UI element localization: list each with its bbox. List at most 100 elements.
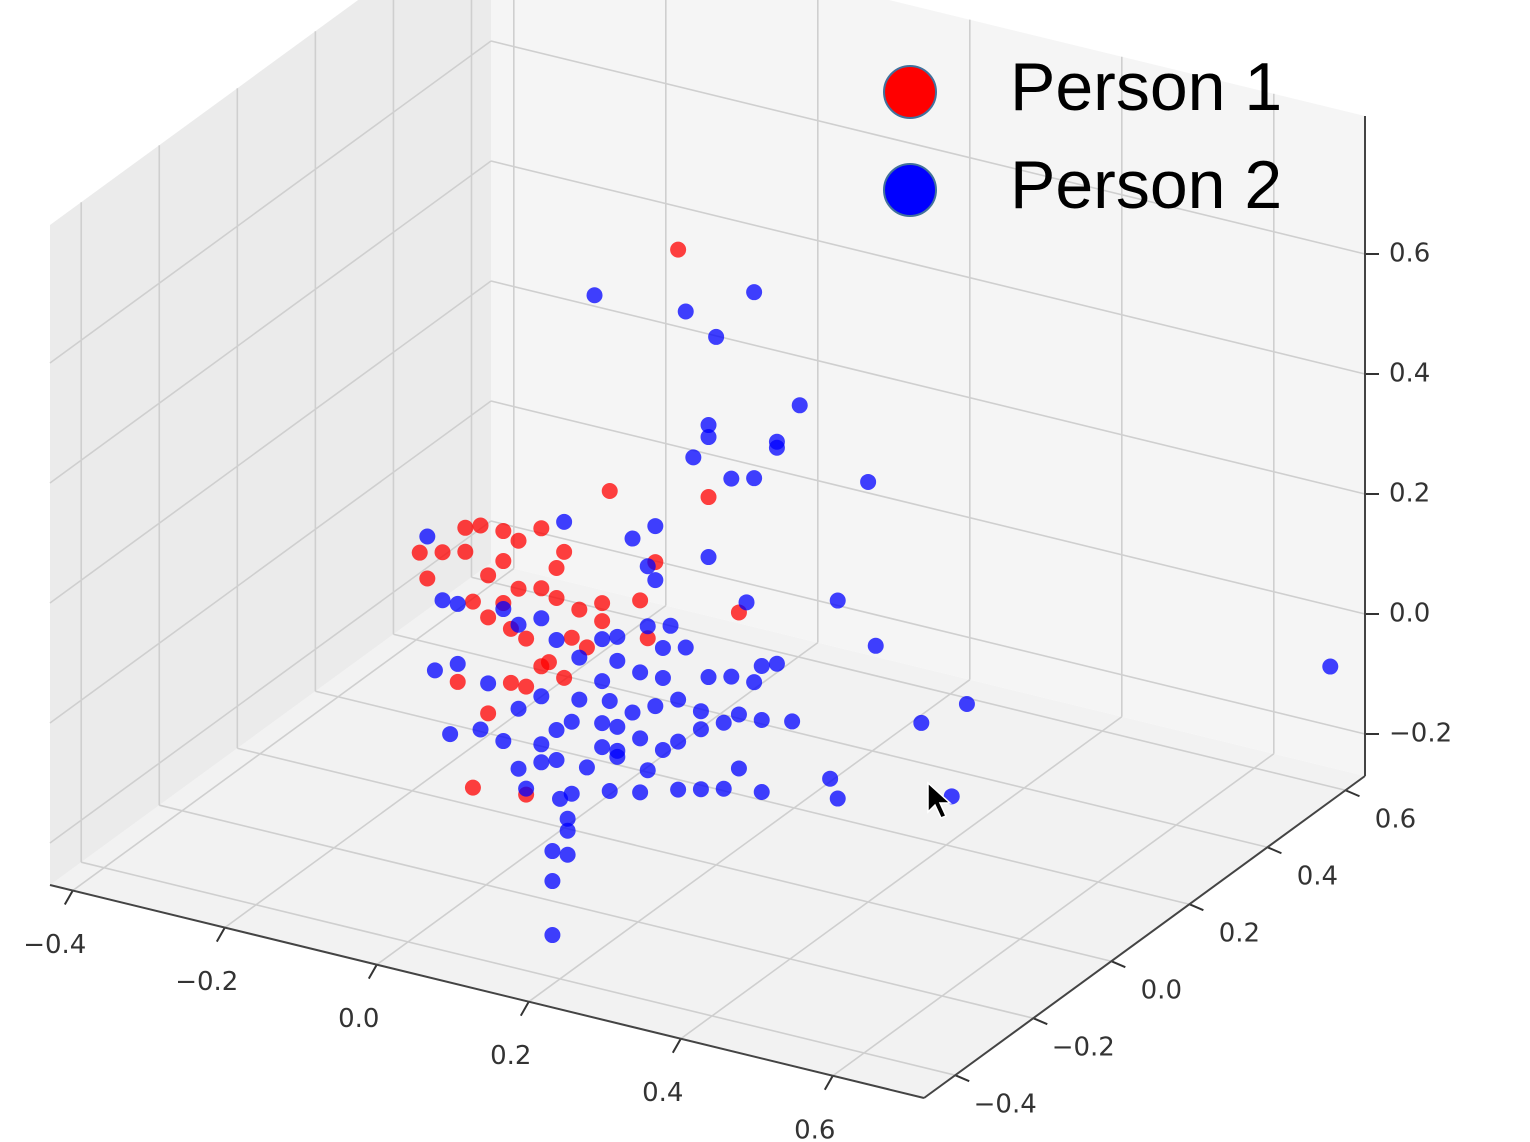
point (533, 610, 550, 627)
point (662, 617, 679, 634)
z-grid (49, 160, 1366, 484)
point (768, 655, 785, 672)
point (685, 449, 702, 466)
point (609, 742, 626, 759)
point (746, 674, 763, 691)
x-tick-label: 0.6 (794, 1115, 835, 1142)
point (609, 652, 626, 669)
point (670, 691, 687, 708)
x-grid (72, 0, 515, 892)
grid-line (72, 567, 515, 892)
point (495, 553, 512, 570)
point (480, 705, 497, 722)
point (639, 558, 656, 575)
point (700, 669, 717, 686)
grid-line (49, 160, 492, 484)
point (784, 713, 801, 730)
point (647, 698, 664, 715)
point (601, 692, 618, 709)
point (502, 674, 519, 691)
point (533, 520, 550, 537)
point (533, 658, 550, 675)
point (723, 668, 740, 685)
grid-line (490, 520, 1366, 735)
point (670, 733, 687, 750)
point (632, 784, 649, 801)
point (411, 544, 428, 561)
point (586, 287, 603, 304)
point (556, 513, 573, 530)
point (715, 714, 732, 731)
grid-line (49, 280, 492, 604)
tick-mark (63, 890, 74, 906)
point (544, 843, 561, 860)
y-tick-label: 0.0 (1141, 976, 1182, 1006)
point (559, 822, 576, 839)
y-grid (236, 88, 1112, 962)
z-tick-label: 0.2 (1389, 479, 1430, 509)
point (419, 570, 436, 587)
tick-mark (954, 1074, 970, 1083)
point (480, 609, 497, 626)
y-tick-label: 0.4 (1297, 862, 1338, 892)
point (449, 655, 466, 672)
point (654, 639, 671, 656)
z-grid (49, 400, 1366, 724)
point (647, 572, 664, 589)
point (609, 718, 626, 735)
point (1322, 658, 1339, 675)
point (548, 752, 565, 769)
point (518, 678, 535, 695)
point (700, 417, 717, 434)
grid (49, 0, 1366, 1077)
series (419, 284, 1339, 944)
point (510, 580, 527, 597)
tick-mark (1267, 846, 1282, 855)
grid-line (490, 400, 1366, 615)
legend: Person 1 Person 2 (883, 49, 1282, 223)
point (753, 658, 770, 675)
grid-line (315, 690, 1190, 906)
tick-mark (1188, 903, 1204, 912)
grid-line (490, 160, 1366, 375)
point (639, 762, 656, 779)
z-tick-label: 0.4 (1389, 359, 1430, 389)
tick-mark (1032, 1017, 1048, 1026)
point (449, 595, 466, 612)
mouse-cursor (927, 781, 952, 819)
point (677, 303, 694, 320)
z-tick-label: −0.2 (1389, 719, 1452, 749)
point (495, 523, 512, 540)
point (434, 592, 451, 609)
axes: −0.4 −0.2 0.0 0.2 0.4 0.6 −0.4 −0.2 0.0 0.2 0.4 0.6… (23, 116, 1452, 1142)
grid-line (528, 679, 971, 1003)
y-tick-label: −0.4 (974, 1090, 1037, 1120)
point (548, 722, 565, 739)
point (753, 784, 770, 801)
y-tick-label: 0.2 (1219, 919, 1260, 949)
point (495, 601, 512, 618)
x-grid (224, 0, 667, 929)
point (829, 592, 846, 609)
z-tick-label: 0.0 (1389, 599, 1430, 629)
point (829, 790, 846, 807)
point (571, 601, 588, 618)
grid-line (680, 716, 1123, 1040)
point (746, 284, 763, 301)
point (730, 760, 747, 777)
point (609, 628, 626, 645)
point (700, 489, 717, 506)
point (639, 630, 656, 647)
point (571, 691, 588, 708)
y-grid (80, 202, 956, 1076)
tick-mark (1110, 960, 1126, 969)
x-tick-label: 0.4 (642, 1078, 683, 1108)
point (958, 696, 975, 713)
point (548, 632, 565, 649)
point (518, 630, 535, 647)
grid-line (81, 861, 956, 1076)
point (559, 810, 576, 827)
point (563, 713, 580, 730)
point (601, 482, 618, 499)
